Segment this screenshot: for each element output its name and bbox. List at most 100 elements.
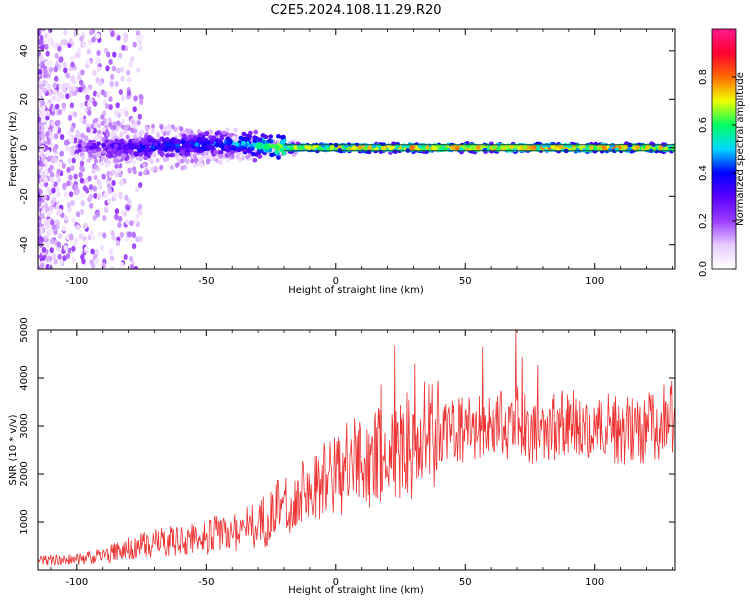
spectrogram-point — [241, 140, 246, 146]
spectrogram-point — [127, 149, 133, 154]
spectrogram-point — [88, 184, 94, 191]
spectrogram-point — [58, 56, 63, 63]
spectrogram-point — [102, 215, 107, 222]
spectrogram-point — [114, 208, 120, 215]
spectrogram-point — [71, 55, 76, 62]
spectrogram-point — [132, 134, 137, 140]
spectrogram-point — [57, 45, 62, 52]
spectrogram-point — [43, 123, 49, 130]
spectrogram-point — [42, 194, 47, 201]
spectrogram-point — [106, 183, 112, 190]
spectrogram-point — [123, 126, 128, 132]
spectrogram-point — [48, 66, 54, 73]
spectrogram-point — [38, 75, 41, 82]
spectrogram-point — [73, 189, 79, 196]
spectrogram-point — [203, 137, 209, 143]
spectrogram-point — [231, 146, 237, 152]
spectrogram-point — [48, 228, 53, 235]
spectrogram-point — [99, 244, 105, 251]
spectrogram-point — [127, 167, 132, 174]
spectrogram-point — [268, 134, 274, 139]
spectrogram-point — [178, 145, 184, 151]
spectrogram-point — [114, 158, 120, 164]
spectrogram-point — [229, 150, 235, 155]
spectrogram-point — [94, 257, 100, 264]
spectrogram-point — [89, 29, 94, 36]
spectrogram-point — [62, 87, 67, 94]
spectrogram-point — [124, 236, 129, 243]
spectrogram-point — [118, 89, 124, 96]
spectrogram-point — [107, 197, 112, 204]
spectrogram-point — [129, 56, 135, 63]
spectrogram-point — [100, 120, 105, 126]
spectrogram-point — [62, 182, 67, 189]
spectrogram-point — [83, 222, 88, 229]
spectrogram-point — [45, 110, 51, 117]
spectrogram-point — [108, 104, 113, 111]
spectrogram-point — [38, 83, 44, 90]
spectrogram-point — [40, 262, 45, 269]
spectrogram-point — [67, 114, 73, 121]
spectrogram-point — [499, 145, 505, 150]
spectrogram-point — [117, 168, 122, 174]
spectrogram-point — [51, 187, 56, 194]
spectrogram-point — [168, 126, 173, 132]
frequency-band — [283, 144, 675, 152]
spectrogram-point — [131, 243, 137, 250]
spectrogram-point — [116, 67, 121, 74]
spectrogram-point — [97, 183, 103, 190]
spectrogram-point — [79, 102, 85, 109]
spectrogram-point — [126, 77, 132, 84]
spectrogram-point — [57, 233, 63, 240]
spectrogram-point — [131, 160, 137, 165]
spectrogram-point — [645, 145, 650, 150]
spectrogram-point — [198, 157, 203, 163]
spectrogram-point — [165, 141, 171, 147]
spectrogram-x-ticks: -100 -50 0 50 100 — [50, 29, 673, 287]
spectrogram-point — [180, 139, 186, 145]
spectrogram-point — [108, 58, 113, 65]
spectrogram-point — [138, 236, 143, 243]
spectrogram-point — [160, 143, 166, 148]
spectrogram-point — [80, 132, 85, 139]
spectrogram-point — [73, 184, 79, 191]
spectrogram-point — [255, 144, 261, 149]
spectrogram-point — [57, 109, 63, 116]
spectrogram-point — [41, 29, 46, 32]
spectrogram-point — [363, 146, 369, 151]
spectrogram-point — [150, 166, 155, 172]
snr-plot-area — [38, 330, 675, 570]
spectrogram-point — [46, 155, 52, 162]
spectrogram-point — [135, 30, 141, 37]
x-tick-label: -100 — [65, 276, 88, 287]
spectrogram-point — [289, 146, 294, 151]
spectrogram-point — [49, 238, 55, 245]
spectrogram-point — [82, 41, 87, 48]
y-tick-label: 4000 — [19, 365, 30, 390]
spectrogram-point — [263, 134, 269, 139]
spectrogram-point — [87, 109, 92, 116]
spectrogram-point — [329, 144, 335, 150]
x-tick-label: -50 — [198, 276, 214, 287]
spectrogram-point — [47, 59, 53, 66]
spectrogram-points — [38, 29, 675, 269]
spectrogram-point — [522, 144, 528, 150]
spectrogram-point — [197, 132, 203, 138]
spectrogram-point — [136, 120, 141, 126]
spectrogram-point — [65, 145, 70, 152]
spectrogram-point — [96, 179, 102, 186]
spectrogram-point — [40, 133, 46, 140]
spectrogram-point — [69, 234, 74, 241]
spectrogram-point — [133, 128, 138, 134]
spectrogram-point — [276, 155, 281, 160]
snr-x-ticks: -100 -50 0 50 100 — [50, 330, 673, 588]
spectrogram-point — [75, 52, 80, 59]
spectrogram-point — [63, 191, 69, 198]
spectrogram-point — [175, 143, 180, 148]
spectrogram-point — [512, 144, 518, 149]
spectrogram-point — [87, 141, 93, 147]
spectrogram-point — [92, 214, 97, 221]
spectrogram-point — [82, 185, 88, 192]
colorbar-tick-label: 0.0 — [698, 261, 709, 277]
spectrogram-point — [247, 149, 253, 154]
